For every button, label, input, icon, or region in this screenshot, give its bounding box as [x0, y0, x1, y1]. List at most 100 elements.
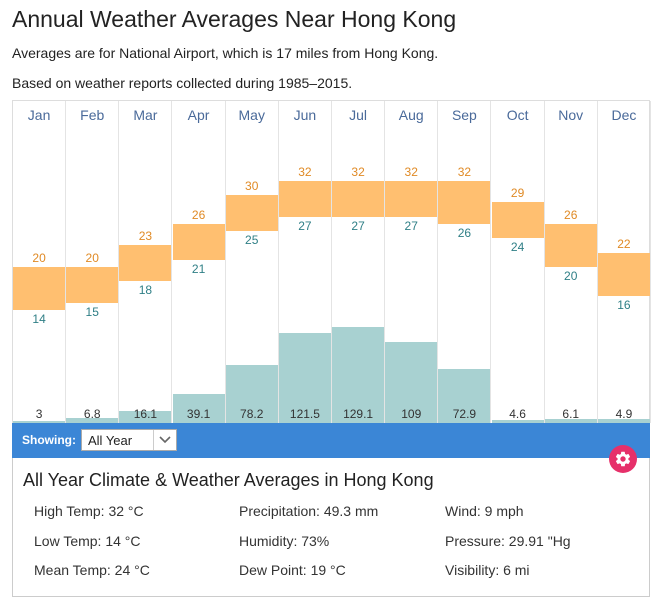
temp-range-bar: [332, 180, 385, 217]
low-temp-label: 27: [404, 218, 418, 233]
month-column[interactable]: Oct 29 24 4.6: [491, 101, 545, 423]
low-temp-label: 14: [32, 312, 46, 327]
precipitation-label: 3: [35, 407, 43, 421]
precipitation-bar: [491, 419, 544, 423]
temp-range-bar: [13, 267, 66, 311]
temp-range-bar: [544, 223, 597, 267]
precipitation-label: 4.9: [615, 407, 633, 421]
precipitation-bar: [597, 419, 650, 423]
precipitation-label: 129.1: [343, 407, 374, 421]
low-temp-label: 25: [245, 233, 259, 247]
month-label: Nov: [558, 107, 584, 123]
month-column[interactable]: May 30 25 78.2: [225, 101, 279, 423]
high-temp-label: 26: [564, 207, 578, 222]
month-column[interactable]: Jun 32 27 121.5: [278, 101, 332, 423]
chevron-down-icon[interactable]: [153, 430, 176, 450]
precipitation-bar: [438, 369, 491, 423]
stat-high-temp: High Temp: 32 °C: [34, 503, 144, 519]
stat-wind: Wind: 9 mph: [445, 503, 524, 519]
period-select-value: All Year: [88, 433, 133, 448]
showing-label: Showing:: [22, 433, 76, 447]
reports-note: Based on weather reports collected durin…: [12, 75, 353, 91]
precipitation-label: 6.8: [83, 407, 101, 421]
low-temp-label: 27: [351, 218, 365, 233]
month-column[interactable]: Nov 26 20 6.1: [544, 101, 598, 423]
precipitation-label: 6.1: [562, 407, 580, 421]
precipitation-label: 109: [401, 407, 422, 421]
stat-visibility: Visibility: 6 mi: [445, 562, 530, 578]
climate-summary: All Year Climate & Weather Averages in H…: [12, 458, 650, 597]
page-title: Annual Weather Averages Near Hong Kong: [12, 6, 457, 32]
stat-precipitation: Precipitation: 49.3 mm: [239, 503, 379, 519]
showing-bar: Showing: All Year: [12, 423, 650, 458]
precipitation-bar: [332, 327, 385, 423]
month-column[interactable]: Dec 22 16 4.9: [597, 101, 651, 423]
month-label: Apr: [187, 107, 210, 123]
period-select[interactable]: All Year: [81, 429, 177, 451]
month-column[interactable]: Jan 20 14 3: [13, 101, 67, 423]
precipitation-bar: [172, 394, 225, 423]
high-temp-label: 20: [32, 251, 46, 265]
temp-range-bar: [225, 195, 278, 231]
temp-range-bar: [597, 252, 650, 296]
month-label: Jul: [349, 107, 368, 123]
stat-mean-temp: Mean Temp: 24 °C: [34, 562, 150, 578]
airport-note: Averages are for National Airport, which…: [12, 45, 439, 61]
high-temp-label: 23: [138, 229, 153, 244]
month-column[interactable]: Jul 32 27 129.1: [332, 101, 386, 423]
high-temp-label: 32: [457, 164, 472, 179]
month-label: Dec: [611, 107, 637, 123]
high-temp-label: 32: [351, 164, 365, 179]
temp-range-bar: [385, 180, 438, 217]
gear-icon: [615, 451, 631, 467]
precipitation-label: 121.5: [289, 407, 320, 421]
low-temp-label: 24: [510, 240, 525, 255]
low-temp-label: 21: [191, 261, 206, 276]
month-column[interactable]: Feb 20 15 6.8: [66, 101, 120, 423]
month-label: Jan: [27, 107, 51, 123]
low-temp-label: 20: [564, 269, 578, 283]
stat-pressure: Pressure: 29.91 "Hg: [445, 533, 571, 549]
high-temp-label: 30: [245, 179, 259, 193]
low-temp-label: 26: [457, 225, 472, 240]
precipitation-bar: [385, 342, 438, 423]
stat-low-temp: Low Temp: 14 °C: [34, 533, 141, 549]
month-label: Jun: [293, 107, 317, 123]
stat-humidity: Humidity: 73%: [239, 533, 330, 549]
precipitation-bar: [225, 365, 278, 423]
precipitation-bar: [66, 417, 119, 423]
high-temp-label: 29: [510, 186, 525, 201]
month-label: Oct: [506, 107, 529, 123]
month-column[interactable]: Mar 23 18 16.1: [119, 101, 173, 423]
precipitation-bar: [119, 411, 172, 423]
precipitation-label: 39.1: [186, 407, 211, 421]
month-column[interactable]: Apr 26 21 39.1: [172, 101, 226, 423]
month-column[interactable]: Aug 32 27 109: [385, 101, 439, 423]
precipitation-label: 16.1: [133, 407, 158, 421]
month-column[interactable]: Sep 32 26 72.9: [438, 101, 492, 423]
month-label: May: [238, 107, 265, 123]
temp-range-bar: [119, 245, 172, 282]
month-label: Mar: [133, 107, 158, 123]
temp-range-bar: [491, 202, 544, 239]
precipitation-bar: [544, 418, 597, 423]
month-label: Feb: [80, 107, 105, 123]
settings-button[interactable]: [609, 445, 637, 473]
precipitation-bar: [278, 333, 331, 423]
high-temp-label: 26: [191, 207, 206, 222]
month-label: Aug: [398, 107, 424, 123]
low-temp-label: 18: [138, 283, 153, 298]
low-temp-label: 16: [617, 297, 631, 312]
weather-chart: Jan 20 14 3 Feb 20 15 6.8 Mar 23 18 16.1 Apr 26 21 39.1…: [12, 100, 651, 423]
precipitation-bar: [13, 420, 66, 423]
precipitation-label: 72.9: [452, 407, 477, 421]
high-temp-label: 32: [298, 164, 312, 179]
high-temp-label: 22: [617, 236, 631, 251]
stat-dew-point: Dew Point: 19 °C: [239, 562, 346, 578]
month-label: Sep: [451, 107, 477, 123]
temp-range-bar: [66, 267, 119, 303]
high-temp-label: 32: [404, 164, 418, 179]
temp-range-bar: [172, 223, 225, 260]
low-temp-label: 15: [85, 305, 99, 319]
temp-range-bar: [438, 180, 491, 224]
